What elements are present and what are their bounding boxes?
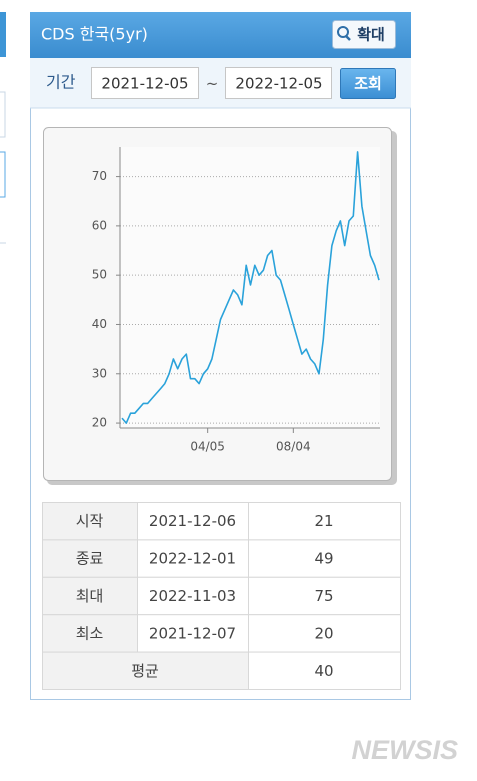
y-tick-label: 50 [92,268,107,282]
plot-area [120,147,380,428]
cell-value: 2021-12-07 [149,624,236,642]
y-tick-label: 30 [92,366,107,380]
cell-value: 20 [314,624,333,642]
date-separator: ~ [206,75,219,93]
data-line [121,151,380,424]
period-label: 기간 [46,73,76,92]
sidebar-box [0,91,6,138]
search-button-label: 조회 [354,75,382,93]
cell-value: 2021-12-06 [149,512,236,530]
x-tick-label: 04/05 [190,440,225,454]
start-date-input[interactable] [91,67,199,99]
sidebar-box [0,151,6,198]
table-cell [42,539,138,578]
row-label: 시작 [76,512,104,530]
end-date-input[interactable] [225,67,332,99]
y-tick-label: 40 [92,317,107,331]
table-cell [248,576,401,616]
row-label: 최소 [76,624,104,642]
sidebar-tab [0,12,6,57]
table-cell [248,614,401,653]
y-tick-label: 60 [92,218,107,232]
start-date: 2021-12-05 [101,75,188,93]
row-label: 최대 [76,587,104,605]
table-cell [137,539,249,578]
chart: 20 30 40 50 60 70 04/05 08/04 [92,151,380,454]
zoom-icon [337,26,349,38]
table-cell [42,614,138,653]
x-tick-label: 08/04 [276,440,311,454]
zoom-icon [345,35,351,41]
table-cell [42,502,138,541]
cell-value: 49 [314,550,333,568]
table-cell [248,502,401,541]
cell-value: 2022-12-01 [149,550,236,568]
table-cell [137,576,249,616]
table-cell [248,539,401,578]
search-button[interactable] [340,68,396,99]
table-cell [42,651,249,690]
cell-value: 2022-11-03 [149,587,236,605]
end-date: 2022-12-05 [235,75,322,93]
cell-value: 75 [314,587,333,605]
row-label: 종료 [76,550,104,568]
table-cell [137,614,249,653]
table-cell [248,651,401,690]
row-label: 평균 [131,662,159,680]
y-tick-label: 70 [92,169,107,183]
zoom-button[interactable] [332,20,396,49]
summary-table: 시작 2021-12-06 21 종료 2022-12-01 49 최대 2022-11-03… [42,502,401,690]
cell-value: 21 [314,512,333,530]
y-tick-label: 20 [92,416,107,430]
cell-value: 40 [314,662,333,680]
watermark: NEWSIS [351,735,458,765]
zoom-button-label: 확대 [357,26,385,44]
panel-title: CDS 한국(5yr) [41,25,148,44]
